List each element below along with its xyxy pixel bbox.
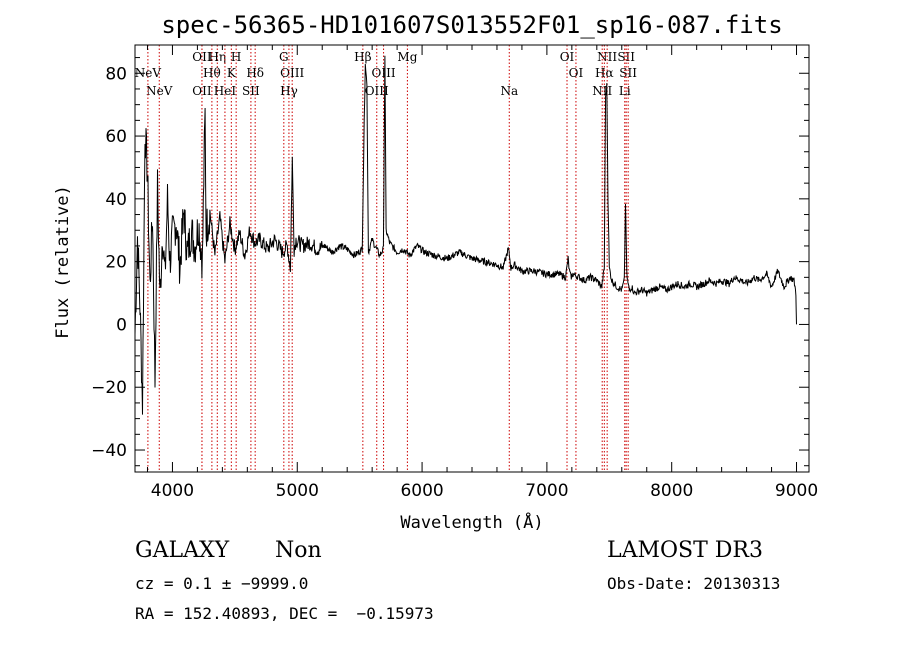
chart-title: spec-56365-HD101607S013552F01_sp16-087.f… (161, 11, 782, 39)
survey-name: LAMOST DR3 (607, 538, 763, 563)
spectrum-line (134, 55, 797, 415)
line-marker-label: Hθ (203, 66, 221, 80)
x-tick-label: 9000 (775, 481, 818, 501)
y-tick-label: −20 (91, 378, 127, 398)
x-tick-label: 4000 (151, 481, 194, 501)
obs-date: Obs-Date: 20130313 (607, 574, 781, 593)
line-marker-label: G (279, 50, 289, 64)
x-tick-label: 5000 (276, 481, 319, 501)
line-marker-label: NII (592, 84, 612, 98)
line-marker-label: HeI (214, 84, 237, 98)
y-tick-label: 40 (105, 190, 127, 210)
cz-value: cz = 0.1 ± −9999.0 (135, 574, 309, 593)
line-marker-label: OII (192, 50, 212, 64)
object-subclass: Non (275, 538, 322, 563)
line-marker-label: NII (597, 50, 617, 64)
line-marker-label: SII (619, 66, 637, 80)
y-axis-label: Flux (relative) (53, 185, 73, 339)
ra-dec: RA = 152.40893, DEC = −0.15973 (135, 604, 434, 623)
line-marker-label: H (231, 50, 241, 64)
line-marker-label: OIII (365, 84, 389, 98)
line-marker-label: OI (569, 66, 584, 80)
line-marker-label: SII (242, 84, 260, 98)
line-marker-label: OIII (280, 66, 304, 80)
line-marker-label: OIII (372, 66, 396, 80)
y-tick-label: −40 (91, 441, 127, 461)
line-marker-label: K (227, 66, 237, 80)
line-marker-label: NeV (146, 84, 173, 98)
line-marker-label: SII (617, 50, 635, 64)
line-marker-label: Na (500, 84, 518, 98)
y-tick-label: 20 (105, 253, 127, 273)
line-marker-label: Hδ (246, 66, 264, 80)
x-tick-label: 7000 (525, 481, 568, 501)
x-axis-label: Wavelength (Å) (400, 511, 543, 533)
spectrum-chart: spec-56365-HD101607S013552F01_sp16-087.f… (53, 11, 818, 533)
line-marker-label: Hγ (280, 84, 298, 98)
x-tick-label: 8000 (650, 481, 693, 501)
y-tick-label: 60 (105, 127, 127, 147)
line-marker-label: Hα (595, 66, 614, 80)
line-marker-label: Mg (397, 50, 417, 64)
y-tick-label: 0 (116, 315, 127, 335)
line-marker-label: Hη (208, 50, 226, 64)
x-tick-label: 6000 (400, 481, 443, 501)
line-marker-label: NeV (135, 66, 162, 80)
line-marker-label: Li (619, 84, 631, 98)
line-marker-label: OI (560, 50, 575, 64)
y-tick-label: 80 (105, 64, 127, 84)
line-marker-label: Hβ (354, 50, 371, 64)
object-class: GALAXY (135, 538, 230, 563)
